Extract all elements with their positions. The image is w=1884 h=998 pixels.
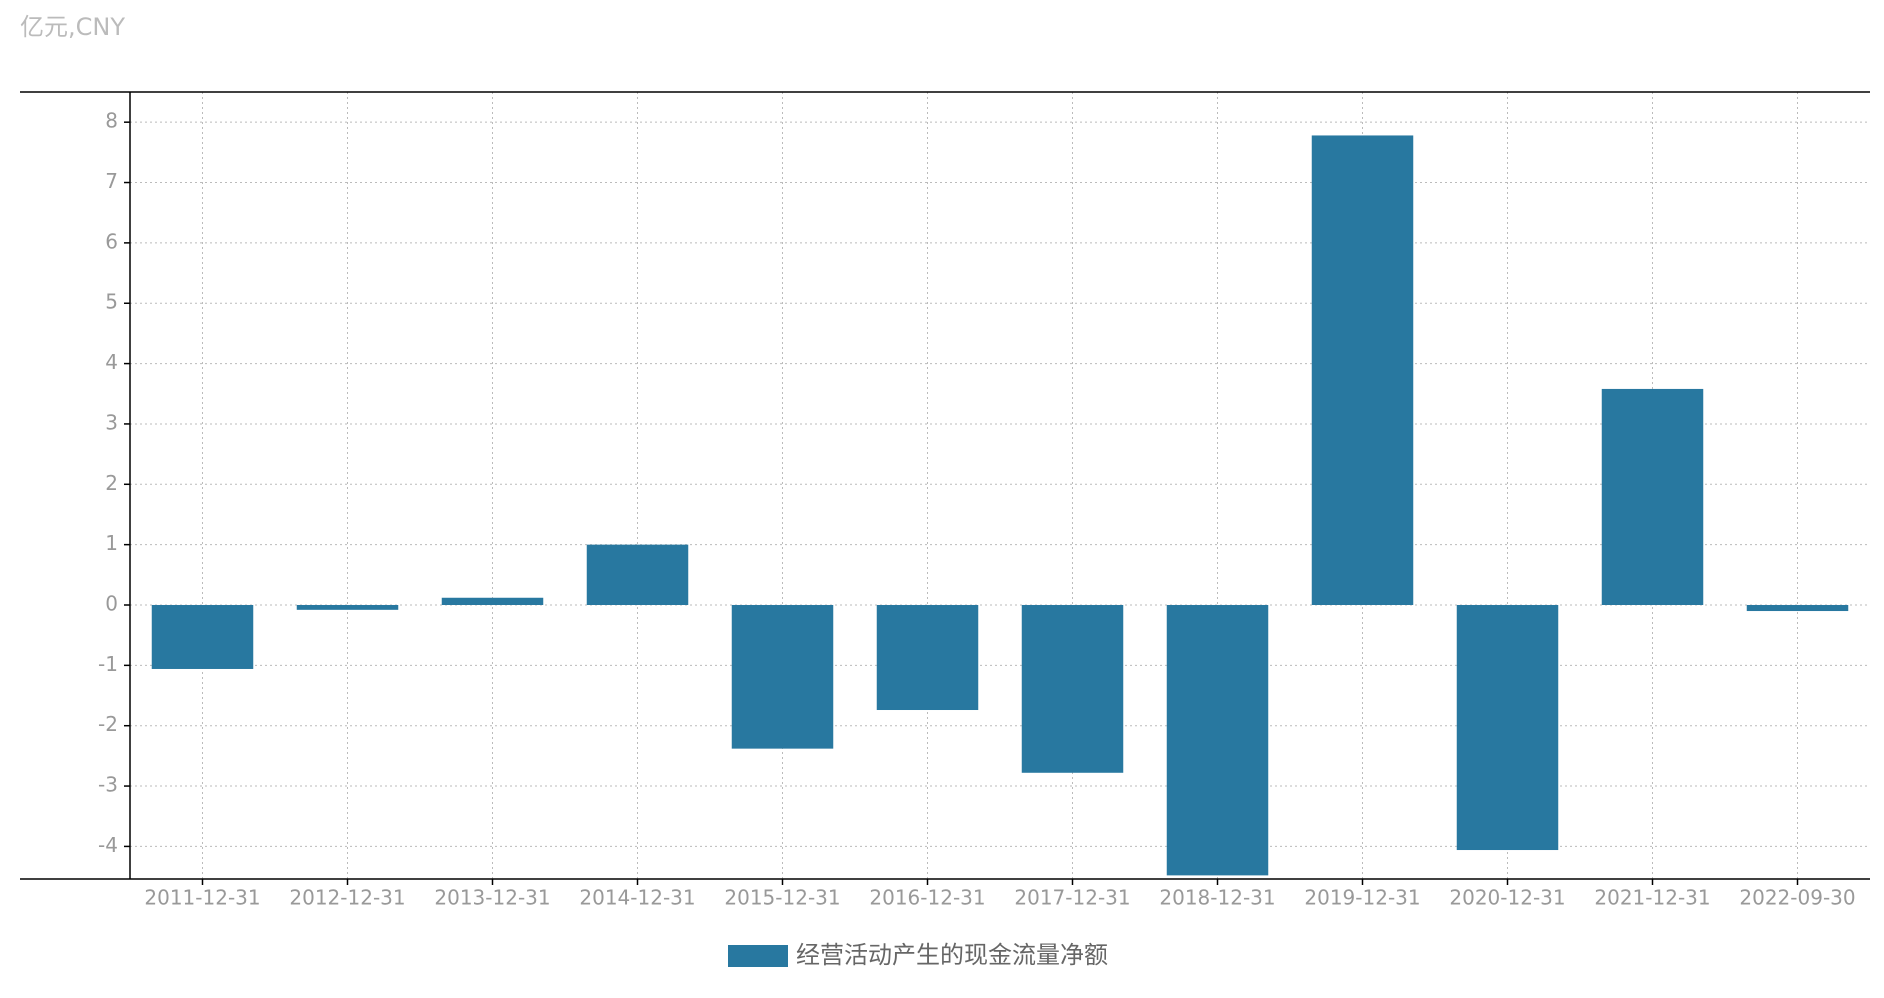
bar	[731, 604, 834, 749]
legend-label: 经营活动产生的现金流量净额	[796, 941, 1108, 969]
bar	[1311, 135, 1414, 605]
x-tick-label: 2021-12-31	[1594, 886, 1710, 910]
legend-swatch	[728, 945, 788, 967]
y-tick-label: -1	[98, 652, 118, 676]
bar	[296, 604, 399, 610]
x-tick-label: 2020-12-31	[1449, 886, 1565, 910]
y-tick-label: 8	[105, 109, 118, 133]
y-tick-label: -4	[98, 833, 118, 857]
x-tick-label: 2019-12-31	[1304, 886, 1420, 910]
bar	[876, 604, 979, 711]
bar	[1021, 604, 1124, 773]
x-tick-label: 2014-12-31	[579, 886, 695, 910]
x-tick-label: 2016-12-31	[869, 886, 985, 910]
bar	[1601, 388, 1704, 605]
bar	[586, 544, 689, 605]
bar	[1456, 604, 1559, 851]
x-tick-label: 2022-09-30	[1739, 886, 1855, 910]
y-tick-label: 1	[105, 531, 118, 555]
x-tick-label: 2013-12-31	[434, 886, 550, 910]
x-tick-label: 2017-12-31	[1014, 886, 1130, 910]
x-tick-label: 2012-12-31	[289, 886, 405, 910]
y-tick-label: 6	[105, 229, 118, 253]
y-tick-label: -3	[98, 773, 118, 797]
y-tick-label: 0	[105, 591, 118, 615]
x-tick-label: 2015-12-31	[724, 886, 840, 910]
x-tick-label: 2018-12-31	[1159, 886, 1275, 910]
bar	[1166, 604, 1269, 876]
y-tick-label: 3	[105, 410, 118, 434]
x-tick-label: 2011-12-31	[144, 886, 260, 910]
bar	[151, 604, 254, 669]
bar	[1746, 604, 1849, 612]
y-tick-label: 2	[105, 471, 118, 495]
y-tick-label: 4	[105, 350, 118, 374]
y-tick-label: 7	[105, 169, 118, 193]
y-tick-label: -2	[98, 712, 118, 736]
unit-label: 亿元,CNY	[20, 13, 125, 41]
y-tick-label: 5	[105, 290, 118, 314]
bar	[441, 597, 544, 605]
